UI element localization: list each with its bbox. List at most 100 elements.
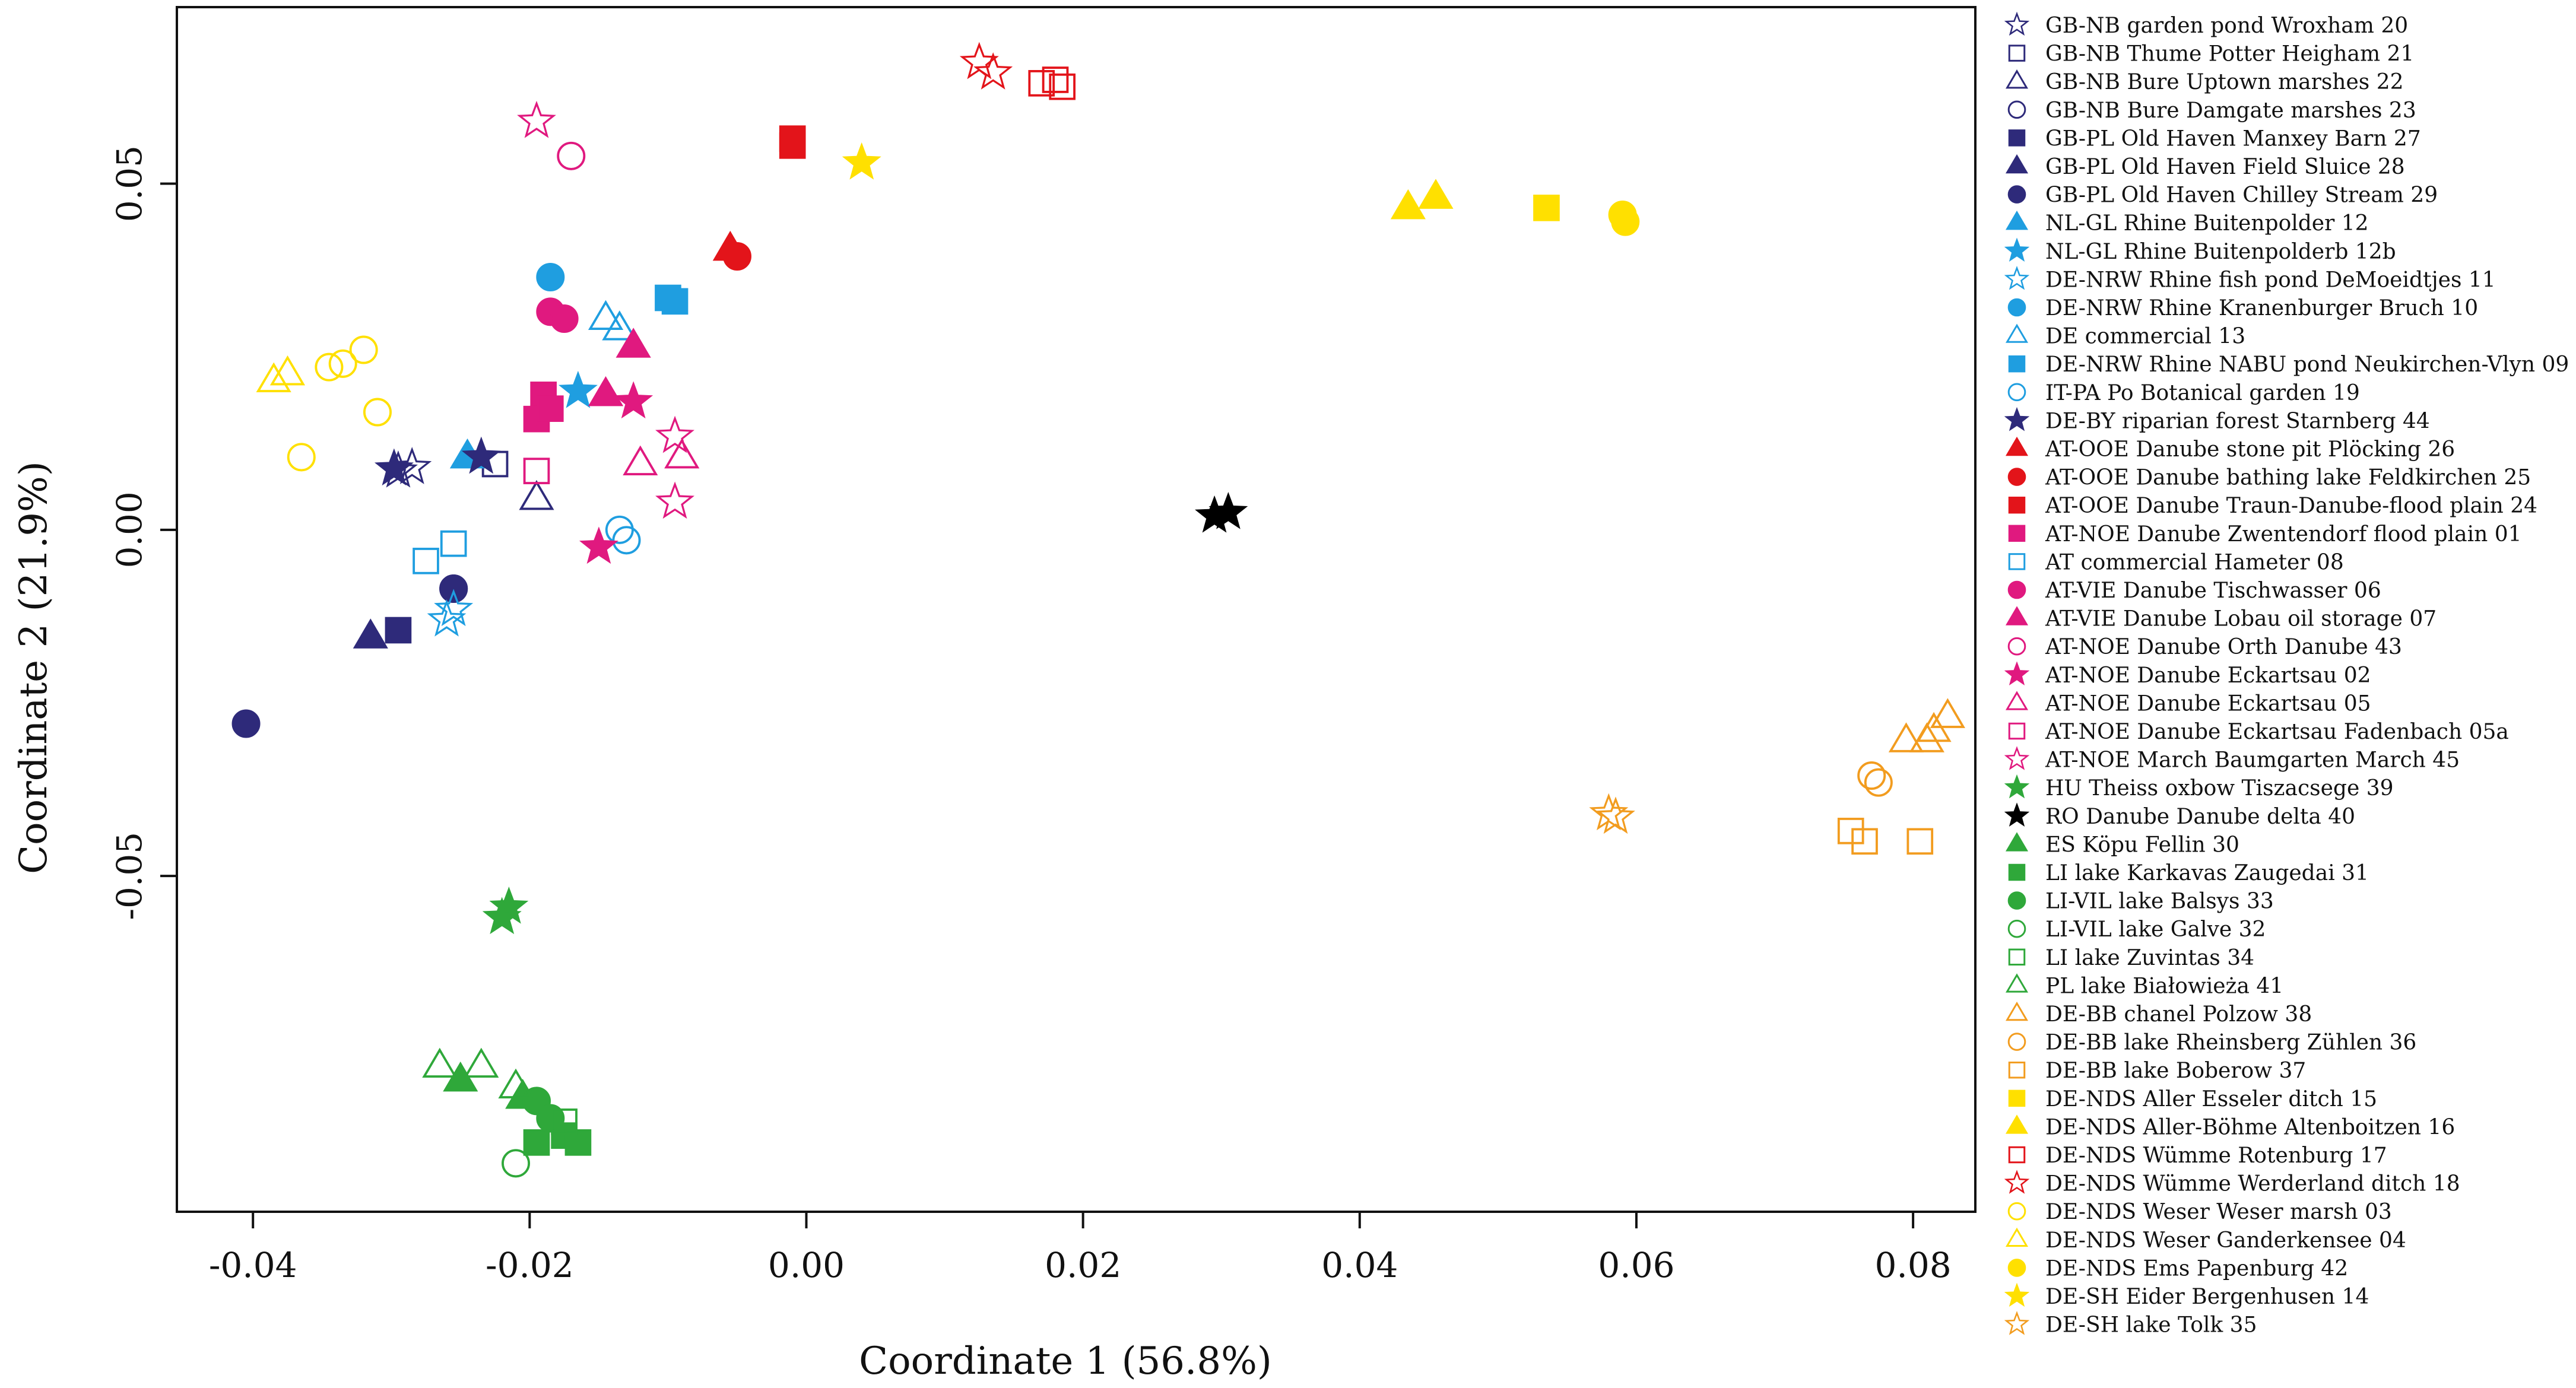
legend-label: PL lake Białowieża 41 bbox=[2045, 974, 2283, 998]
legend-label: LI-VIL lake Balsys 33 bbox=[2045, 890, 2274, 914]
legend-label: GB-PL Old Haven Field Sluice 28 bbox=[2045, 155, 2405, 179]
legend-label: DE-BB lake Rheinsberg Zühlen 36 bbox=[2045, 1031, 2416, 1055]
data-point bbox=[551, 1109, 578, 1135]
data-point bbox=[1930, 698, 1965, 728]
data-point bbox=[385, 617, 412, 644]
legend-label: DE-SH Eider Bergenhusen 14 bbox=[2045, 1285, 2369, 1309]
legend-label: AT-VIE Danube Tischwasser 06 bbox=[2045, 579, 2381, 603]
legend-label: DE-NDS Ems Papenburg 42 bbox=[2045, 1256, 2348, 1281]
data-point bbox=[1906, 828, 1934, 855]
legend-marker bbox=[2004, 1170, 2030, 1194]
data-point bbox=[1909, 722, 1944, 752]
legend-marker bbox=[2005, 210, 2029, 230]
legend-marker bbox=[2008, 1061, 2026, 1079]
legend-label: AT-NOE March Baumgarten March 45 bbox=[2045, 748, 2460, 773]
legend-marker bbox=[2007, 468, 2026, 486]
axes: -0.04 -0.02 0.00 0.02 0.04 0.06 0.08 -0.05 0.00 0… bbox=[109, 6, 1977, 1285]
data-point bbox=[973, 52, 1013, 90]
data-point bbox=[588, 300, 624, 331]
legend-label: AT-VIE Danube Lobau oil storage 07 bbox=[2045, 607, 2437, 631]
data-point bbox=[1888, 722, 1924, 752]
legend-marker bbox=[2008, 355, 2026, 373]
legend-label: GB-NB Bure Uptown marshes 22 bbox=[2045, 70, 2404, 94]
legend-marker bbox=[2005, 1001, 2029, 1021]
legend-label: RO Danube Danube delta 40 bbox=[2045, 805, 2355, 829]
data-point bbox=[349, 335, 378, 364]
legend-marker bbox=[2004, 774, 2030, 799]
legend-label: HU Theiss oxbow Tiszacsege 39 bbox=[2045, 776, 2394, 801]
data-point bbox=[1596, 796, 1635, 834]
legend-label: DE-SH lake Tolk 35 bbox=[2045, 1313, 2257, 1338]
legend-marker bbox=[2005, 691, 2029, 710]
legend-marker bbox=[2007, 1202, 2026, 1221]
data-point bbox=[558, 370, 598, 408]
x-tick-label: 0.00 bbox=[768, 1245, 845, 1285]
legend-marker bbox=[2007, 383, 2026, 402]
legend-label: DE-NRW Rhine Kranenburger Bruch 10 bbox=[2045, 296, 2478, 320]
legend-marker bbox=[2008, 45, 2026, 62]
legend-marker bbox=[2005, 606, 2029, 625]
legend-marker bbox=[2008, 496, 2026, 514]
legend-marker bbox=[2004, 1282, 2030, 1307]
data-point bbox=[842, 142, 881, 180]
data-point bbox=[1857, 761, 1886, 790]
data-point bbox=[614, 381, 653, 419]
legend-marker bbox=[2008, 525, 2026, 542]
legend-label: LI-VIL lake Galve 32 bbox=[2045, 917, 2266, 942]
legend-label: AT-OOE Danube bathing lake Feldkirchen 2… bbox=[2045, 466, 2531, 490]
data-point bbox=[1390, 189, 1426, 220]
data-point bbox=[315, 352, 344, 382]
legend-label: NL-GL Rhine Buitenpolder 12 bbox=[2045, 211, 2369, 236]
data-point bbox=[413, 548, 439, 574]
legend-label: GB-PL Old Haven Manxey Barn 27 bbox=[2045, 126, 2421, 151]
legend-marker bbox=[2007, 891, 2026, 910]
x-axis-title: Coordinate 1 (56.8%) bbox=[859, 1339, 1272, 1383]
data-point bbox=[655, 415, 695, 453]
data-point bbox=[536, 263, 565, 292]
legend-marker bbox=[2007, 919, 2026, 938]
legend-marker bbox=[2008, 1090, 2026, 1107]
data-point bbox=[779, 132, 806, 159]
legend-label: GB-PL Old Haven Chilley Stream 29 bbox=[2045, 183, 2438, 208]
data-point bbox=[269, 355, 306, 386]
data-point bbox=[517, 100, 556, 138]
data-point bbox=[557, 141, 586, 170]
data-point bbox=[537, 395, 564, 422]
data-point bbox=[536, 1104, 565, 1133]
data-point bbox=[1042, 66, 1069, 93]
data-point bbox=[422, 1047, 458, 1078]
data-point bbox=[623, 445, 658, 476]
data-point bbox=[434, 589, 474, 627]
legend-marker bbox=[2005, 323, 2029, 343]
legend-label: DE-BB lake Boberow 37 bbox=[2045, 1059, 2306, 1083]
legend-marker bbox=[2008, 948, 2026, 966]
data-point bbox=[602, 310, 637, 341]
data-point bbox=[392, 447, 432, 484]
legend-label: LI lake Zuvintas 34 bbox=[2045, 946, 2254, 970]
legend-label: DE-NRW Rhine fish pond DeMoeidtjes 11 bbox=[2045, 268, 2496, 292]
data-point bbox=[1028, 70, 1055, 97]
legend-label: DE-NDS Weser Ganderkensee 04 bbox=[2045, 1228, 2406, 1253]
data-point bbox=[231, 709, 261, 738]
legend-label: DE-BB chanel Polzow 38 bbox=[2045, 1002, 2312, 1027]
data-point bbox=[461, 436, 501, 474]
legend-marker bbox=[2005, 69, 2029, 89]
legend-label: AT-NOE Danube Eckartsau Fadenbach 05a bbox=[2045, 720, 2509, 744]
x-tick-label: -0.02 bbox=[486, 1245, 574, 1285]
data-point bbox=[550, 304, 579, 333]
legend-marker bbox=[2007, 580, 2026, 599]
legend-marker bbox=[2004, 746, 2030, 770]
legend-marker bbox=[2007, 1259, 2026, 1277]
data-point bbox=[374, 448, 414, 486]
legend-label: GB-NB Thume Potter Heigham 21 bbox=[2045, 42, 2414, 66]
data-point bbox=[464, 1047, 499, 1078]
legend-label: AT-NOE Danube Orth Danube 43 bbox=[2045, 635, 2402, 659]
data-point bbox=[523, 1129, 550, 1156]
legend-label: DE-NDS Aller Esseler ditch 15 bbox=[2045, 1087, 2377, 1111]
legend-marker bbox=[2004, 661, 2030, 685]
legend-label: AT-OOE Danube Traun-Danube-flood plain 2… bbox=[2045, 494, 2537, 518]
data-point bbox=[1837, 818, 1864, 844]
legend-marker bbox=[2007, 637, 2026, 656]
legend-marker bbox=[2004, 237, 2030, 262]
